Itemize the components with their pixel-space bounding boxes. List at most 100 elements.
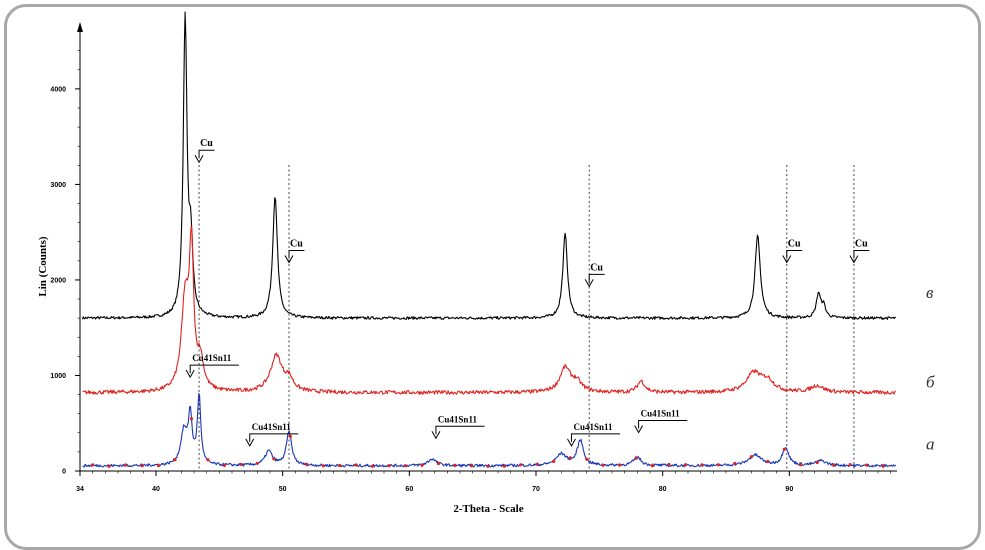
- peak-annotation: Cu: [590, 262, 603, 273]
- annotation-bracket: [588, 273, 605, 283]
- data-point: [420, 463, 424, 467]
- data-point: [848, 463, 852, 467]
- annotation-arrow: [584, 279, 594, 288]
- data-point: [634, 456, 638, 460]
- data-point: [403, 464, 408, 468]
- annotation-bracket: [288, 250, 305, 259]
- annotation-arrow: [849, 255, 859, 264]
- data-point: [288, 434, 292, 438]
- data-point: [222, 463, 226, 467]
- data-point: [124, 463, 128, 467]
- x-tick-label: 80: [659, 486, 667, 493]
- annotation-arrow: [567, 438, 576, 447]
- data-point: [733, 461, 737, 466]
- data-point: [354, 463, 358, 467]
- y-axis-label: Lin (Counts): [37, 236, 49, 297]
- data-point: [91, 463, 95, 467]
- annotation-bracket: [853, 250, 870, 259]
- annotation-arrow: [185, 369, 195, 379]
- figure-frame: [4, 4, 981, 550]
- data-point: [305, 462, 309, 466]
- y-axis-arrow: [77, 22, 83, 32]
- annotation-arrow: [194, 154, 204, 164]
- y-tick-label: 1000: [50, 373, 66, 380]
- data-point: [766, 459, 770, 464]
- peak-annotation: Cu41Sn11: [573, 422, 613, 432]
- annotation-bracket: [786, 250, 803, 259]
- data-point: [568, 456, 572, 460]
- data-point: [338, 463, 342, 468]
- y-tick-label: 2000: [50, 277, 66, 284]
- data-point: [107, 464, 111, 468]
- x-axis-label: 2-Theta - Scale: [453, 503, 523, 515]
- data-point: [206, 458, 210, 462]
- data-point: [272, 457, 276, 461]
- peak-annotation: Cu41Sn11: [192, 353, 232, 363]
- curve-label: в: [926, 283, 934, 302]
- series-line: [82, 392, 897, 468]
- annotation-bracket: [638, 420, 688, 429]
- data-point: [535, 462, 539, 466]
- data-point: [700, 463, 704, 467]
- data-point: [189, 417, 194, 421]
- data-point: [585, 457, 589, 461]
- annotation-arrow: [782, 255, 792, 264]
- annotation-bracket: [189, 364, 239, 374]
- x-tick-label: 40: [152, 486, 160, 493]
- peak-annotation: Cu: [855, 239, 868, 250]
- peak-annotation: Cu: [200, 138, 213, 149]
- peak-annotation: Cu41Sn11: [438, 414, 478, 424]
- data-point: [321, 464, 325, 468]
- data-point: [436, 461, 441, 466]
- data-point: [799, 463, 803, 467]
- x-tick-label: 90: [785, 486, 793, 493]
- curve-label: а: [926, 435, 935, 454]
- annotation-arrow: [245, 438, 255, 447]
- y-tick-label: 4000: [50, 86, 66, 93]
- annotation-bracket: [435, 425, 485, 435]
- data-point: [255, 461, 259, 465]
- x-tick-label: 60: [405, 486, 413, 493]
- data-point: [469, 464, 473, 468]
- data-point: [667, 462, 671, 467]
- data-point: [601, 463, 605, 467]
- peak-annotation: Cu41Sn11: [641, 409, 681, 419]
- peak-annotation: Cu41Sn11: [252, 422, 292, 432]
- data-point: [683, 463, 688, 467]
- data-point: [387, 464, 391, 468]
- x-tick-label: 34: [76, 486, 84, 493]
- peak-annotation: Cu: [290, 239, 303, 250]
- data-point: [239, 462, 243, 466]
- data-point: [782, 447, 786, 451]
- annotation-arrow: [431, 431, 441, 440]
- data-point: [453, 463, 457, 467]
- data-point: [749, 455, 753, 459]
- data-point: [502, 464, 506, 468]
- annotation-arrow: [634, 425, 644, 434]
- y-tick-label: 0: [62, 469, 66, 476]
- annotation-arrow: [284, 255, 294, 264]
- data-point: [486, 464, 490, 468]
- x-tick-label: 70: [532, 486, 540, 493]
- series-line: [81, 11, 897, 320]
- y-tick-label: 3000: [50, 182, 66, 189]
- x-tick-label: 50: [279, 486, 287, 493]
- series-line: [82, 225, 896, 395]
- data-point: [552, 459, 556, 463]
- data-point: [865, 463, 869, 467]
- data-point: [881, 464, 885, 468]
- annotation-bracket: [198, 149, 215, 159]
- data-point: [156, 463, 161, 468]
- data-point: [140, 464, 144, 468]
- data-point: [815, 460, 819, 465]
- data-point: [173, 458, 177, 462]
- data-point: [832, 463, 836, 467]
- annotation-bracket: [249, 433, 299, 442]
- data-point: [618, 463, 622, 467]
- data-point: [650, 464, 655, 468]
- xrd-chart: 34 40 50 60 70 80 90 0 1000 2000 3000 4000 2-Theta -…: [37, 11, 935, 515]
- data-point: [371, 464, 375, 468]
- curve-label: б: [926, 373, 935, 392]
- data-point: [716, 463, 721, 467]
- data-point: [519, 463, 523, 467]
